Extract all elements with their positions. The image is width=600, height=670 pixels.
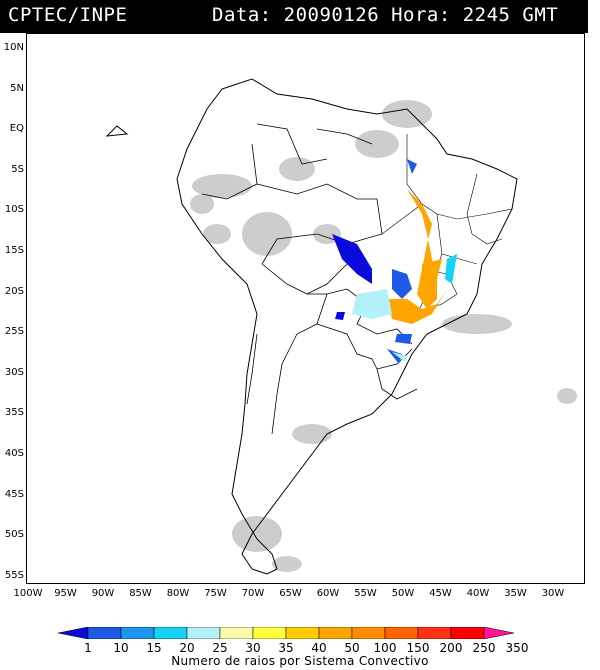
- colorbar-label: 150: [406, 641, 430, 655]
- lat-label: 40S: [4, 448, 24, 459]
- lon-label: 65W: [279, 588, 302, 599]
- cloud-cover: [190, 100, 577, 572]
- colorbar-cell: [153, 627, 188, 639]
- map-canvas: [105, 78, 577, 575]
- colorbar-cell: [318, 627, 353, 639]
- coastline: [105, 78, 518, 575]
- colorbar-label: 1: [84, 641, 92, 655]
- colorbar-cell: [87, 627, 122, 639]
- lat-label: 10N: [3, 42, 24, 53]
- colorbar-label: 20: [179, 641, 195, 655]
- colorbar-arrow-left: [58, 627, 89, 639]
- colorbar-label: 350: [505, 641, 529, 655]
- colorbar-label: 35: [278, 641, 294, 655]
- colorbar-arrow-right: [483, 627, 515, 639]
- colorbar-label: 50: [344, 641, 360, 655]
- lon-label: 55W: [354, 588, 377, 599]
- map-frame: [26, 33, 585, 584]
- lat-label: 25S: [4, 326, 24, 338]
- lon-label: 70W: [241, 588, 265, 599]
- colorbar: [58, 627, 515, 639]
- lat-label: 20S: [4, 285, 24, 297]
- lat-label: 5S: [11, 163, 24, 175]
- lon-label: 30W: [541, 588, 565, 599]
- colorbar-cell: [417, 627, 452, 639]
- colorbar-cell: [186, 627, 221, 639]
- colorbar-cell: [384, 627, 419, 639]
- lon-label: 60W: [316, 588, 340, 599]
- colorbar-title: Numero de raios por Sistema Convectivo: [171, 654, 429, 668]
- colorbar-cell: [219, 627, 254, 639]
- lat-label: 35S: [4, 407, 24, 419]
- lon-label: 50W: [391, 588, 415, 599]
- colorbar-label: 100: [373, 641, 397, 655]
- lightning-systems: [332, 159, 457, 364]
- colorbar-cell: [252, 627, 287, 639]
- lon-label: 90W: [91, 588, 115, 599]
- colorbar-label: 40: [311, 641, 327, 655]
- lat-label: EQ: [9, 123, 24, 135]
- colorbar-label: 30: [245, 641, 261, 655]
- source-label: CPTEC/INPE: [8, 4, 128, 26]
- colorbar-label: 15: [146, 641, 162, 655]
- lat-label: 55S: [4, 569, 24, 581]
- datetime-label: Data: 20090126 Hora: 2245 GMT: [212, 4, 559, 26]
- lon-label: 80W: [166, 588, 190, 599]
- lon-label: 85W: [129, 588, 152, 599]
- lon-label: 100W: [13, 588, 43, 599]
- colorbar-cell: [285, 627, 320, 639]
- colorbar-cell: [450, 627, 485, 639]
- colorbar-cell: [120, 627, 155, 639]
- lon-label: 75W: [204, 588, 227, 599]
- lat-label: 5N: [10, 82, 24, 94]
- colorbar-cell: [351, 627, 386, 639]
- lat-label: 30S: [4, 366, 24, 378]
- map-header: CPTEC/INPE Data: 20090126 Hora: 2245 GMT: [0, 0, 588, 33]
- colorbar-label: 200: [439, 641, 463, 655]
- colorbar-label: 250: [472, 641, 496, 655]
- country-borders: [201, 123, 418, 435]
- lat-label: 50S: [4, 529, 24, 541]
- lon-label: 40W: [466, 588, 490, 599]
- lon-label: 35W: [504, 588, 527, 599]
- lat-label: 45S: [4, 488, 24, 500]
- colorbar-label: 10: [113, 641, 129, 655]
- lon-label: 45W: [429, 588, 452, 599]
- lon-label: 95W: [54, 588, 77, 599]
- lat-label: 15S: [4, 245, 24, 256]
- colorbar-label: 25: [212, 641, 228, 655]
- lat-label: 10S: [4, 204, 24, 216]
